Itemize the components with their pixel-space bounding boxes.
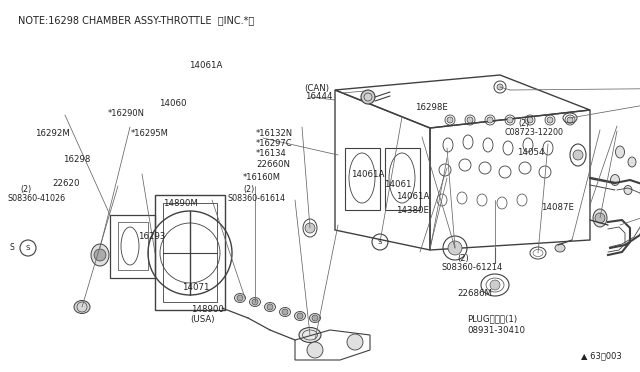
Text: (CAN): (CAN) xyxy=(304,84,329,93)
Circle shape xyxy=(447,117,453,123)
Circle shape xyxy=(467,117,473,123)
Ellipse shape xyxy=(264,302,275,311)
Text: C08723-12200: C08723-12200 xyxy=(504,128,563,137)
Text: *16290N: *16290N xyxy=(108,109,145,118)
Ellipse shape xyxy=(616,146,625,158)
Text: (2): (2) xyxy=(20,185,32,194)
Text: S: S xyxy=(26,245,30,251)
Text: S: S xyxy=(10,244,14,253)
Text: 14087E: 14087E xyxy=(541,203,574,212)
Circle shape xyxy=(305,223,315,233)
Circle shape xyxy=(507,117,513,123)
Text: 22620: 22620 xyxy=(52,179,80,188)
Circle shape xyxy=(252,299,258,305)
Circle shape xyxy=(94,249,106,261)
Ellipse shape xyxy=(624,186,632,195)
Circle shape xyxy=(282,309,288,315)
Text: 22660N: 22660N xyxy=(256,160,290,169)
Circle shape xyxy=(547,117,553,123)
Text: 148900
(USA): 148900 (USA) xyxy=(191,305,223,324)
Ellipse shape xyxy=(310,314,321,323)
Text: 08931-30410: 08931-30410 xyxy=(467,326,525,335)
Ellipse shape xyxy=(294,311,305,321)
Text: (2): (2) xyxy=(518,119,530,128)
Text: 14061A: 14061A xyxy=(351,170,384,179)
Text: 14890M: 14890M xyxy=(163,199,198,208)
Circle shape xyxy=(497,84,503,90)
Circle shape xyxy=(573,150,583,160)
Circle shape xyxy=(307,342,323,358)
Text: PLUGプラグ(1): PLUGプラグ(1) xyxy=(467,315,517,324)
Ellipse shape xyxy=(74,301,90,314)
Text: NOTE:16298 CHAMBER ASSY-THROTTLE  〈INC.*〉: NOTE:16298 CHAMBER ASSY-THROTTLE 〈INC.*〉 xyxy=(18,15,254,25)
Ellipse shape xyxy=(234,294,246,302)
Circle shape xyxy=(487,117,493,123)
Text: S08360-61614: S08360-61614 xyxy=(227,194,285,203)
Text: *16297C: *16297C xyxy=(256,139,292,148)
Text: (2): (2) xyxy=(458,254,469,263)
Text: 14054: 14054 xyxy=(517,148,545,157)
Text: 16298: 16298 xyxy=(63,155,90,164)
Text: *16132N: *16132N xyxy=(256,129,293,138)
Text: 22686M: 22686M xyxy=(458,289,493,298)
Ellipse shape xyxy=(611,174,620,186)
Circle shape xyxy=(490,280,500,290)
Circle shape xyxy=(527,117,533,123)
Ellipse shape xyxy=(628,157,636,167)
Ellipse shape xyxy=(299,327,321,343)
Circle shape xyxy=(237,295,243,301)
Text: 16298E: 16298E xyxy=(415,103,447,112)
Text: 14060: 14060 xyxy=(159,99,186,108)
Circle shape xyxy=(361,90,375,104)
Text: 14061A: 14061A xyxy=(189,61,222,70)
Text: *16160M: *16160M xyxy=(243,173,281,182)
Text: *16295M: *16295M xyxy=(131,129,169,138)
Text: 14071: 14071 xyxy=(182,283,210,292)
Circle shape xyxy=(595,213,605,223)
Text: *16134: *16134 xyxy=(256,149,287,158)
Ellipse shape xyxy=(250,298,260,307)
Ellipse shape xyxy=(280,308,291,317)
Text: 16292M: 16292M xyxy=(35,129,70,138)
Text: 14380E: 14380E xyxy=(396,206,429,215)
Text: 14061: 14061 xyxy=(384,180,412,189)
Circle shape xyxy=(297,313,303,319)
Ellipse shape xyxy=(593,209,607,227)
Text: 16293: 16293 xyxy=(138,232,165,241)
Circle shape xyxy=(312,315,318,321)
Circle shape xyxy=(347,334,363,350)
Text: (2): (2) xyxy=(243,185,255,194)
Text: S08360-61214: S08360-61214 xyxy=(442,263,503,272)
Ellipse shape xyxy=(555,244,565,252)
Text: S: S xyxy=(378,239,382,245)
Ellipse shape xyxy=(91,244,109,266)
Text: 14061A: 14061A xyxy=(396,192,429,201)
Circle shape xyxy=(448,241,462,255)
Text: 16444: 16444 xyxy=(305,92,333,101)
Circle shape xyxy=(567,117,573,123)
Text: ▲ 63：003: ▲ 63：003 xyxy=(581,351,622,360)
Circle shape xyxy=(267,304,273,310)
Text: S08360-41026: S08360-41026 xyxy=(8,194,66,203)
